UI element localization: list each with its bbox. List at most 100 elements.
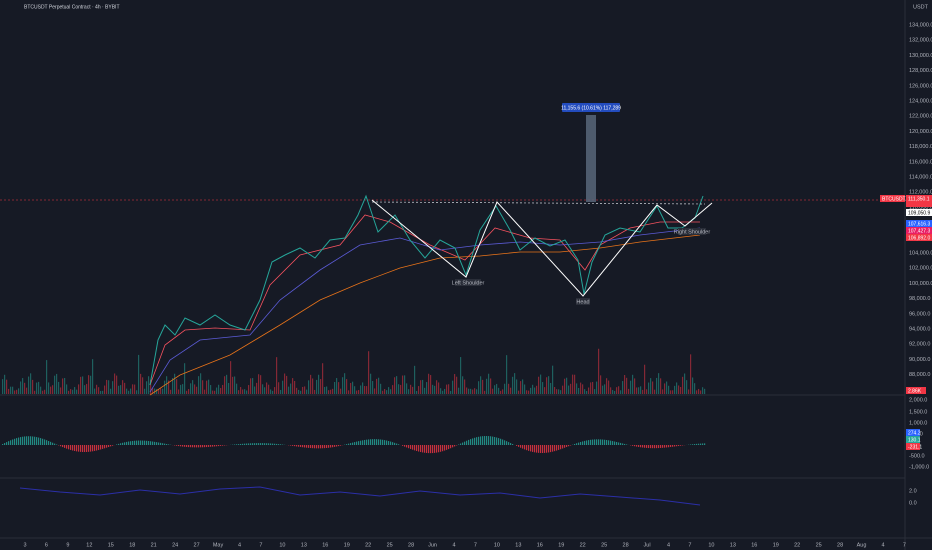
macd-bar [512,444,514,445]
volume-bar [560,390,562,394]
volume-bar [602,385,604,394]
price-label: 98,000.0 [909,296,930,302]
macd-bar [34,436,36,445]
volume-bar [376,378,378,394]
volume-bar [162,388,164,394]
macd-bar [164,443,166,445]
macd-bar [258,443,260,445]
macd-bar [208,445,210,447]
macd-bar [52,442,54,445]
volume-bar [344,373,346,394]
macd-bar [498,438,500,445]
macd-bar [644,445,646,448]
macd-bar [2,444,4,445]
price-label: 122,000.0 [909,114,932,120]
volume-bar [422,379,424,394]
macd-bar [68,445,70,450]
volume-bar [648,382,650,394]
volume-bar [152,388,154,394]
macd-bar [558,445,560,450]
volume-bar [624,374,626,394]
volume-bar [382,390,384,394]
volume-bar [412,386,414,394]
volume-bar [586,390,588,394]
macd-bar [654,445,656,449]
volume-bar [508,383,510,394]
macd-bar [40,438,42,445]
volume-bar [524,384,526,394]
volume-bar [20,381,22,394]
macd-bar [668,445,670,448]
macd-bar [238,444,240,445]
macd-bar [622,443,624,445]
macd-bar [72,445,74,451]
macd-bar [548,445,550,453]
volume-bar [226,374,228,394]
volume-bar [472,389,474,394]
volume-bar [688,389,690,394]
volume-bar [334,381,336,394]
volume-bar [250,378,252,394]
macd-bar [656,445,658,449]
macd-bar [516,445,518,446]
macd-bar [464,441,466,445]
volume-bar [2,379,4,394]
macd-bar [122,442,124,445]
volume-bar [218,384,220,394]
volume-bar [66,384,68,394]
volume-bar [594,389,596,394]
macd-bar [210,445,212,447]
volume-bar [254,386,256,394]
volume-bar [600,375,602,394]
macd-bar [504,440,506,445]
macd-bar [376,439,378,445]
volume-bar [228,382,230,394]
macd-bar [428,445,430,454]
price-label: 102,000.0 [909,266,932,272]
time-label: 9 [66,542,69,548]
time-label: 21 [151,542,157,548]
macd-bar [218,445,220,447]
time-label: 13 [301,542,307,548]
tag-bg [880,195,905,202]
macd-bar [478,436,480,445]
macd-bar [356,441,358,445]
macd-bar [260,443,262,445]
volume-bar [380,383,382,394]
macd-bar [450,445,452,449]
volume-bar [612,390,614,394]
tag-bg [906,436,920,443]
volume-bar [178,389,180,394]
macd-bar [176,445,178,446]
tag-t2: 107,616.3 [908,221,930,227]
macd-bar [272,443,274,445]
volume-bar [184,363,186,394]
volume-bar [450,390,452,394]
volume-bar [354,386,356,394]
volume-bar [598,348,600,394]
volume-bar [126,388,128,394]
volume-bar [176,379,178,394]
volume-bar [570,383,572,394]
macd-bar [660,445,662,448]
volume-bar [590,382,592,394]
macd-bar [30,436,32,445]
macd-tag: 130.1 [908,437,921,443]
volume-bar [280,389,282,394]
volume-bar [326,386,328,394]
macd-bar [524,445,526,450]
volume-bar [72,389,74,394]
volume-bar [460,357,462,394]
volume-bar [426,382,428,394]
macd-bar [562,445,564,449]
volume-bar [634,378,636,394]
volume-bar [130,388,132,394]
macd-bar [518,445,520,447]
volume-bar [526,390,528,394]
macd-bar [252,443,254,445]
macd-bar [18,437,20,445]
volume-bar [418,386,420,394]
volume-bar [694,383,696,394]
volume-bar [256,382,258,394]
volume-bar [230,361,232,394]
